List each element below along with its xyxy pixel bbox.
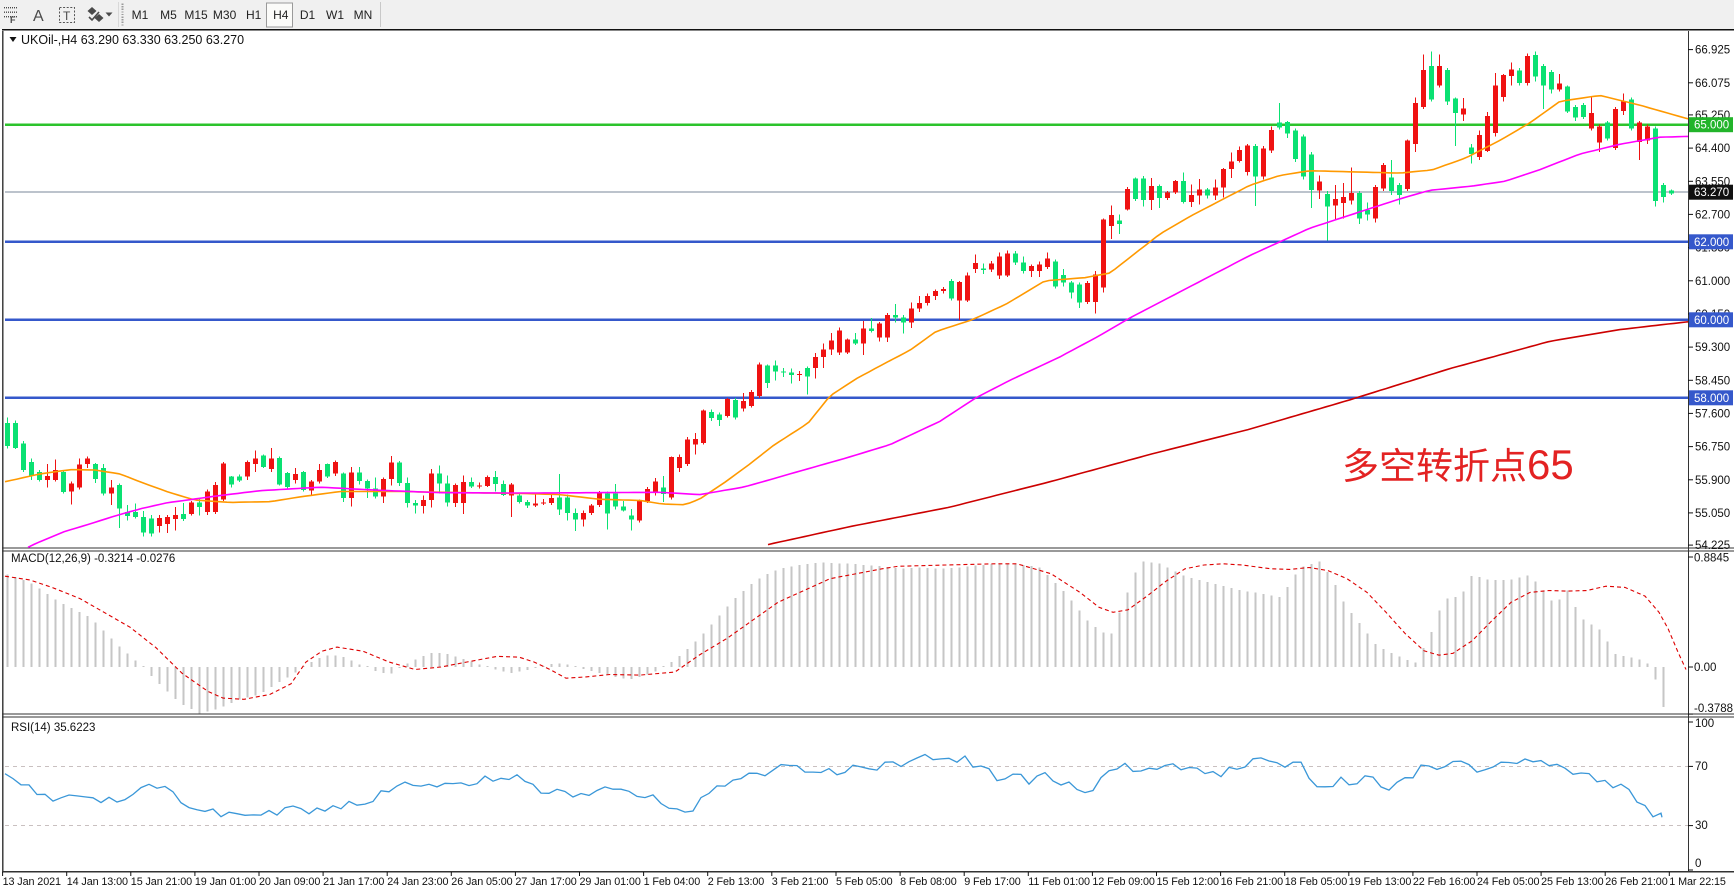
svg-text:55.050: 55.050 xyxy=(1695,508,1730,520)
svg-text:61.000: 61.000 xyxy=(1695,276,1730,288)
svg-text:29 Jan 01:00: 29 Jan 01:00 xyxy=(580,876,641,888)
svg-text:-0.3788: -0.3788 xyxy=(1694,703,1733,715)
svg-text:M15: M15 xyxy=(184,8,208,22)
svg-text:18 Feb 05:00: 18 Feb 05:00 xyxy=(1285,876,1348,888)
svg-text:W1: W1 xyxy=(326,8,344,22)
svg-text:9 Feb 17:00: 9 Feb 17:00 xyxy=(964,876,1021,888)
svg-text:F: F xyxy=(10,15,16,25)
svg-text:100: 100 xyxy=(1695,718,1714,730)
svg-text:M1: M1 xyxy=(132,8,149,22)
svg-text:65: 65 xyxy=(1527,441,1574,488)
svg-text:8 Feb 08:00: 8 Feb 08:00 xyxy=(900,876,957,888)
svg-text:T: T xyxy=(63,9,71,23)
svg-text:11 Feb 01:00: 11 Feb 01:00 xyxy=(1028,876,1090,888)
svg-text:MACD(12,26,9) -0.3214 -0.0276: MACD(12,26,9) -0.3214 -0.0276 xyxy=(11,553,175,565)
svg-text:24 Jan 23:00: 24 Jan 23:00 xyxy=(387,876,448,888)
svg-text:21 Jan 17:00: 21 Jan 17:00 xyxy=(323,876,384,888)
svg-text:14 Jan 13:00: 14 Jan 13:00 xyxy=(67,876,128,888)
svg-text:63.270: 63.270 xyxy=(1694,187,1729,199)
svg-text:1 Feb 04:00: 1 Feb 04:00 xyxy=(644,876,701,888)
svg-text:66.075: 66.075 xyxy=(1695,78,1730,90)
svg-text:57.600: 57.600 xyxy=(1695,408,1730,420)
svg-text:26 Feb 21:00: 26 Feb 21:00 xyxy=(1605,876,1668,888)
svg-text:MN: MN xyxy=(354,8,373,22)
svg-text:0: 0 xyxy=(1695,858,1701,870)
svg-text:2 Feb 13:00: 2 Feb 13:00 xyxy=(708,876,765,888)
svg-text:60.000: 60.000 xyxy=(1694,315,1729,327)
svg-text:64.400: 64.400 xyxy=(1695,143,1730,155)
svg-text:20 Jan 09:00: 20 Jan 09:00 xyxy=(259,876,320,888)
svg-text:5 Feb 05:00: 5 Feb 05:00 xyxy=(836,876,893,888)
svg-text:22 Feb 16:00: 22 Feb 16:00 xyxy=(1413,876,1476,888)
svg-text:58.450: 58.450 xyxy=(1695,375,1730,387)
svg-text:M5: M5 xyxy=(160,8,177,22)
svg-text:24 Feb 05:00: 24 Feb 05:00 xyxy=(1477,876,1540,888)
svg-text:25 Feb 13:00: 25 Feb 13:00 xyxy=(1541,876,1604,888)
svg-text:66.925: 66.925 xyxy=(1695,45,1730,57)
svg-text:65.000: 65.000 xyxy=(1694,120,1729,132)
svg-text:13 Jan 2021: 13 Jan 2021 xyxy=(3,876,61,888)
svg-text:H1: H1 xyxy=(246,8,262,22)
svg-text:19 Feb 13:00: 19 Feb 13:00 xyxy=(1349,876,1412,888)
svg-text:0.00: 0.00 xyxy=(1694,662,1716,674)
svg-text:RSI(14) 35.6223: RSI(14) 35.6223 xyxy=(11,722,95,734)
svg-text:15 Jan 21:00: 15 Jan 21:00 xyxy=(131,876,192,888)
svg-text:19 Jan 01:00: 19 Jan 01:00 xyxy=(195,876,256,888)
svg-text:A: A xyxy=(33,8,44,25)
svg-text:M30: M30 xyxy=(213,8,237,22)
svg-text:59.300: 59.300 xyxy=(1695,342,1730,354)
svg-text:16 Feb 21:00: 16 Feb 21:00 xyxy=(1221,876,1284,888)
svg-text:55.900: 55.900 xyxy=(1695,475,1730,487)
svg-text:58.000: 58.000 xyxy=(1694,393,1729,405)
svg-text:26 Jan 05:00: 26 Jan 05:00 xyxy=(451,876,512,888)
svg-text:D1: D1 xyxy=(300,8,316,22)
svg-text:H4: H4 xyxy=(273,8,289,22)
svg-text:12 Feb 09:00: 12 Feb 09:00 xyxy=(1092,876,1155,888)
svg-text:30: 30 xyxy=(1695,820,1708,832)
svg-text:54.225: 54.225 xyxy=(1695,540,1730,552)
svg-text:62.000: 62.000 xyxy=(1694,237,1729,249)
svg-text:UKOil-,H4 63.290 63.330 63.25: UKOil-,H4 63.290 63.330 63.250 63.270 xyxy=(21,33,244,47)
svg-text:3 Feb 21:00: 3 Feb 21:00 xyxy=(772,876,829,888)
svg-text:15 Feb 12:00: 15 Feb 12:00 xyxy=(1157,876,1220,888)
svg-text:70: 70 xyxy=(1695,761,1708,773)
svg-text:0.8845: 0.8845 xyxy=(1694,553,1729,565)
svg-text:56.750: 56.750 xyxy=(1695,442,1730,454)
svg-text:27 Jan 17:00: 27 Jan 17:00 xyxy=(515,876,576,888)
svg-text:62.700: 62.700 xyxy=(1695,209,1730,221)
svg-text:1 Mar 22:15: 1 Mar 22:15 xyxy=(1669,876,1726,888)
